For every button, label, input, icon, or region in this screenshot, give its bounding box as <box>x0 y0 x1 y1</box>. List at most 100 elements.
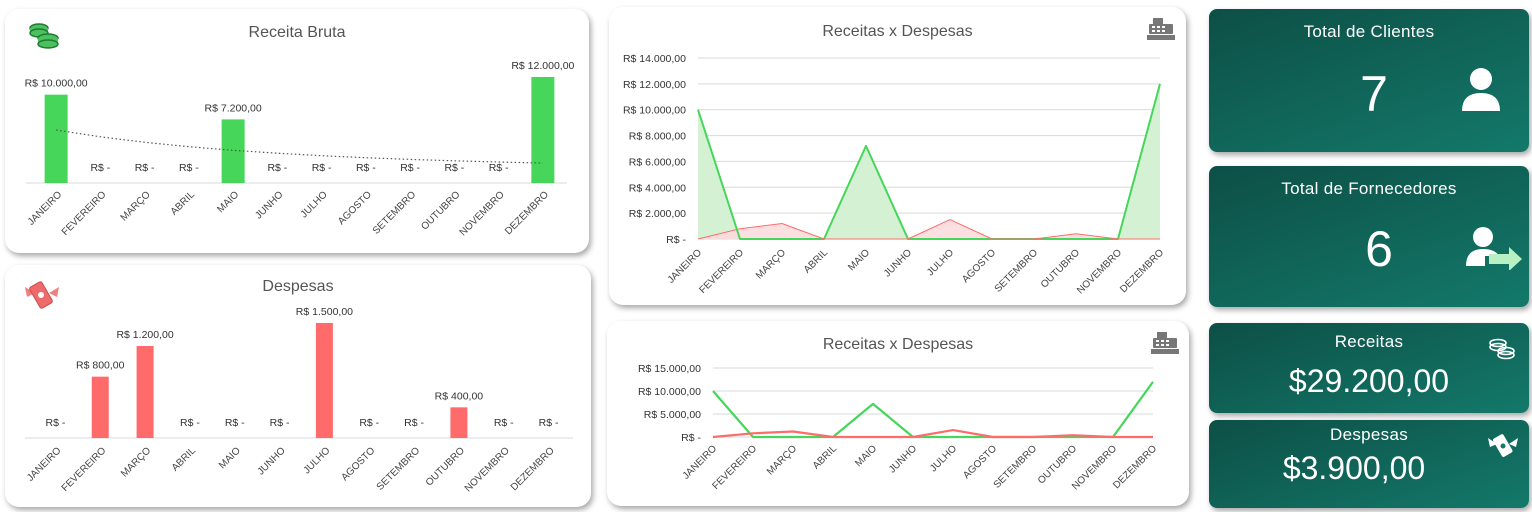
data-label: R$ - <box>489 162 509 174</box>
x-tick-label: MARÇO <box>765 443 799 477</box>
kpi-total-fornecedores: Total de Fornecedores 6 <box>1209 166 1529 307</box>
x-tick-label: MARÇO <box>119 445 153 479</box>
data-label: R$ - <box>180 417 200 429</box>
data-label: R$ 12.000,00 <box>511 60 574 72</box>
bar <box>136 346 154 438</box>
data-label: R$ 400,00 <box>435 390 484 402</box>
x-tick-label: ABRIL <box>169 189 198 218</box>
data-label: R$ - <box>359 417 379 429</box>
despesas-card: Despesas R$ - R$ 800,00 R$ 1.200,00 R$ - R$ … <box>5 265 591 507</box>
x-tick-label: JANEIRO <box>666 247 705 286</box>
x-tick-label: AGOSTO <box>961 443 999 481</box>
x-tick-label: AGOSTO <box>336 189 374 227</box>
x-tick-label: AGOSTO <box>960 247 998 285</box>
receitas-despesas-area-chart: R$ - R$ 2.000,00 R$ 4.000,00 R$ 6.000,00 R$ … <box>623 53 1166 296</box>
x-tick-label: JULHO <box>299 189 330 220</box>
data-label: R$ - <box>356 162 376 174</box>
receitas-despesas-line-chart: R$ - R$ 5.000,00 R$ 10.000,00 R$ 15.000,00 J… <box>638 363 1159 492</box>
x-tick-label: ABRIL <box>802 247 831 276</box>
data-label: R$ - <box>270 417 290 429</box>
kpi-title: Despesas <box>1330 425 1408 444</box>
x-tick-label: FEVEREIRO <box>60 445 109 494</box>
x-tick-label: NOVEMBRO <box>463 445 512 494</box>
kpi-total-clientes: Total de Clientes 7 <box>1209 9 1529 152</box>
x-tick-label: MAIO <box>215 189 241 215</box>
receitas-despesas-area-card: Receitas x Despesas R$ - R$ 2.000,00 R$ 4.… <box>609 7 1186 305</box>
kpi-value: 6 <box>1365 221 1393 277</box>
chart-title: Despesas <box>262 278 334 295</box>
y-tick-label: R$ 5.000,00 <box>644 409 701 421</box>
x-tick-label: MAIO <box>217 445 243 471</box>
receita-bruta-card: Receita Bruta R$ 10.000,00 R$ - R$ - R$ - R$… <box>5 9 589 253</box>
chart-title: Receitas x Despesas <box>822 23 973 40</box>
kpi-receitas: Receitas $29.200,00 <box>1209 323 1529 413</box>
x-tick-label: MAIO <box>846 247 872 273</box>
data-label: R$ 800,00 <box>76 360 125 372</box>
x-tick-label: JUNHO <box>887 443 919 475</box>
y-tick-label: R$ 12.000,00 <box>623 79 686 91</box>
series-line <box>712 381 1154 439</box>
bar <box>315 323 333 438</box>
data-label: R$ 10.000,00 <box>25 78 88 90</box>
money-with-wings-icon <box>25 281 59 309</box>
kpi-value: 7 <box>1360 66 1388 122</box>
x-tick-label: OUTUBRO <box>424 445 467 488</box>
kpi-value: $3.900,00 <box>1282 450 1426 486</box>
y-tick-label: R$ 14.000,00 <box>623 53 686 65</box>
bar <box>44 94 68 183</box>
y-tick-label: R$ 6.000,00 <box>629 156 686 168</box>
receitas-despesas-line-card: Receitas x Despesas R$ - R$ 5.000,00 R$ 10… <box>607 321 1189 506</box>
y-tick-label: R$ 10.000,00 <box>623 105 686 117</box>
series-line <box>712 428 1153 439</box>
x-tick-label: AGOSTO <box>339 445 377 483</box>
x-tick-label: ABRIL <box>811 443 840 472</box>
data-label: R$ - <box>494 417 514 429</box>
x-tick-label: SETEMBRO <box>375 445 423 493</box>
x-tick-label: JULHO <box>925 247 956 278</box>
bar <box>91 376 109 438</box>
kpi-title: Total de Clientes <box>1303 22 1435 41</box>
x-tick-label: SETEMBRO <box>993 247 1041 295</box>
x-tick-label: MAIO <box>853 443 879 469</box>
cash-register-icon <box>1151 332 1179 354</box>
x-tick-label: OUTUBRO <box>1036 443 1079 486</box>
data-label: R$ - <box>135 162 155 174</box>
x-tick-label: NOVEMBRO <box>1075 247 1124 296</box>
cash-register-icon <box>1147 18 1175 40</box>
x-tick-label: DEZEMBRO <box>503 189 551 237</box>
series-line <box>697 83 1161 240</box>
bar <box>531 77 555 183</box>
x-tick-label: SETEMBRO <box>371 189 419 237</box>
user-icon <box>1462 68 1500 111</box>
receita-bruta-chart: R$ 10.000,00 R$ - R$ - R$ - R$ 7.200,00 R$ - R… <box>25 60 575 238</box>
x-tick-label: FEVEREIRO <box>697 247 746 296</box>
x-tick-label: JULHO <box>928 443 959 474</box>
y-tick-label: R$ 8.000,00 <box>629 131 686 143</box>
x-tick-label: DEZEMBRO <box>1111 443 1159 491</box>
y-tick-label: R$ 4.000,00 <box>629 182 686 194</box>
kpi-despesas: Despesas $3.900,00 <box>1209 420 1529 508</box>
x-tick-label: OUTUBRO <box>419 189 462 232</box>
money-with-wings-icon <box>1488 434 1518 457</box>
x-tick-label: DEZEMBRO <box>1118 247 1166 295</box>
data-label: R$ - <box>90 162 110 174</box>
x-tick-label: NOVEMBRO <box>458 189 507 238</box>
y-tick-label: R$ 15.000,00 <box>638 363 701 375</box>
x-tick-label: DEZEMBRO <box>509 445 557 493</box>
y-tick-label: R$ 10.000,00 <box>638 386 701 398</box>
y-tick-label: R$ - <box>681 432 701 444</box>
data-label: R$ 1.500,00 <box>296 306 353 318</box>
data-label: R$ 7.200,00 <box>205 102 262 114</box>
data-label: R$ 1.200,00 <box>116 329 173 341</box>
x-tick-label: JUNHO <box>882 247 914 279</box>
x-tick-label: JUNHO <box>256 445 288 477</box>
x-tick-label: FEVEREIRO <box>60 189 109 238</box>
trendline <box>56 129 543 164</box>
despesas-chart: R$ - R$ 800,00 R$ 1.200,00 R$ - R$ - R$ - R$ 1… <box>25 306 573 494</box>
bar <box>450 407 468 438</box>
x-tick-label: JANEIRO <box>25 445 64 484</box>
data-label: R$ - <box>179 162 199 174</box>
y-tick-label: R$ - <box>666 234 686 246</box>
chart-title: Receitas x Despesas <box>822 336 974 353</box>
x-tick-label: JANEIRO <box>681 443 720 482</box>
